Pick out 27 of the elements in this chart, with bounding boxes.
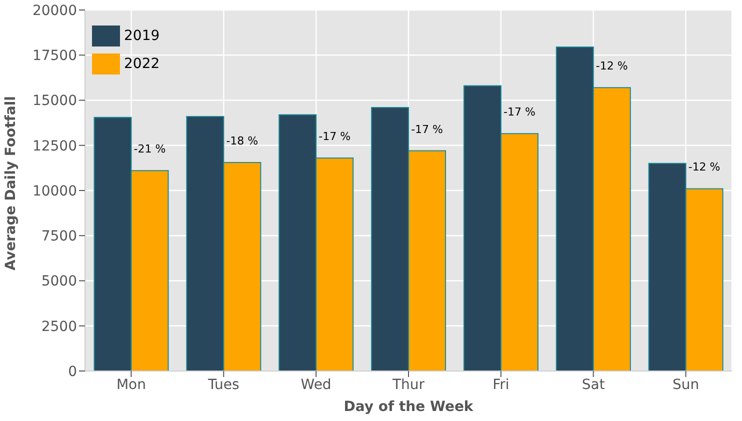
y-tick-label: 12500 bbox=[32, 138, 77, 154]
y-tick-label: 0 bbox=[68, 364, 77, 380]
annotation: -18 % bbox=[226, 134, 258, 148]
y-tick-label: 17500 bbox=[32, 48, 77, 64]
x-tick-label: Sat bbox=[582, 376, 606, 393]
x-tick-label: Sun bbox=[672, 376, 700, 393]
y-tick-label: 7500 bbox=[41, 228, 77, 245]
y-tick-label: 15000 bbox=[32, 93, 77, 110]
y-tick-label: 20000 bbox=[32, 2, 77, 19]
y-axis-title: Average Daily Footfall bbox=[2, 96, 19, 270]
annotation: -17 % bbox=[411, 122, 443, 136]
annotation: -12 % bbox=[596, 60, 628, 73]
x-tick-label: Tues bbox=[207, 376, 240, 393]
legend-label: 2022 bbox=[124, 56, 160, 72]
x-tick-label: Fri bbox=[492, 376, 510, 393]
x-tick-label: Wed bbox=[300, 376, 332, 393]
y-tick-label: 5000 bbox=[41, 274, 77, 290]
annotation: -17 % bbox=[503, 106, 536, 119]
x-axis-title: Day of the Week bbox=[344, 399, 474, 415]
x-tick-label: Thur bbox=[391, 376, 425, 393]
y-tick-label: 10000 bbox=[32, 183, 77, 200]
y-tick-label: 2500 bbox=[41, 318, 77, 335]
annotation: -12 % bbox=[688, 160, 720, 174]
annotation: -21 % bbox=[134, 142, 166, 156]
x-tick-label: Mon bbox=[116, 376, 146, 393]
annotation: -17 % bbox=[318, 130, 351, 144]
legend-label: 2019 bbox=[124, 28, 160, 44]
